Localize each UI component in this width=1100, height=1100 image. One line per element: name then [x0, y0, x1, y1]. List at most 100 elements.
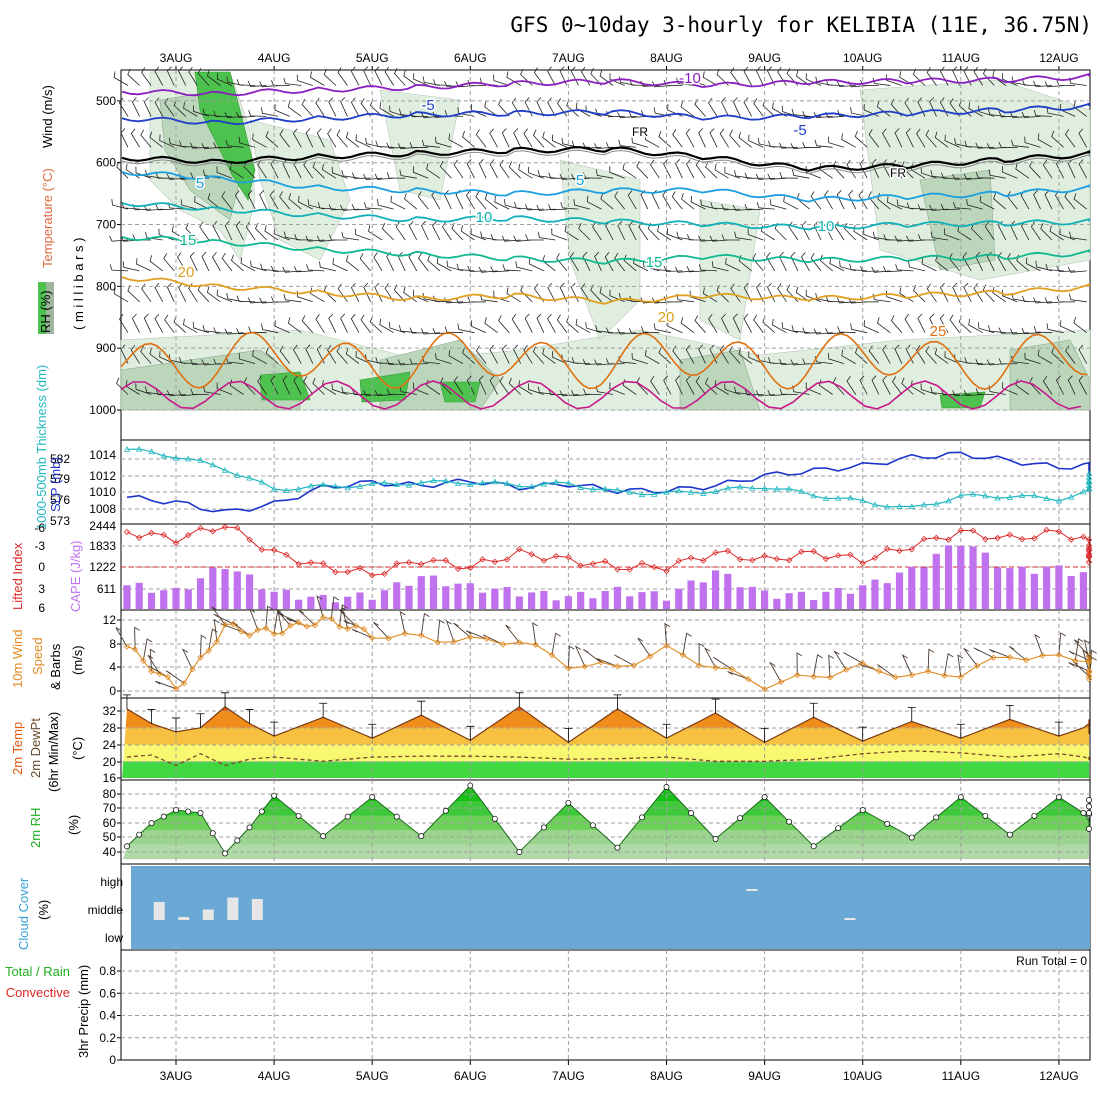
wind-barb	[180, 199, 198, 210]
wind-barb	[360, 98, 371, 117]
wind-barb	[651, 81, 671, 88]
wind-speed-marker	[990, 654, 997, 661]
wind-barb	[159, 350, 175, 364]
lifted-cape-axis: -6 -3 0 3 6 2444 1833 1222 611	[34, 519, 116, 615]
wind-barb	[1024, 352, 1041, 364]
wind-barb	[475, 129, 487, 148]
wind-speed-label: Speed	[30, 637, 45, 675]
wind-barb	[966, 198, 983, 210]
wind-barb	[805, 166, 822, 179]
bottom-date-label: 6AUG	[454, 1069, 487, 1083]
thickness-marker	[356, 483, 364, 489]
wind-barb	[499, 159, 510, 179]
wind-barb	[828, 352, 845, 364]
wind-barb	[435, 136, 452, 148]
temperature-contour	[121, 146, 1091, 172]
wind-barb	[113, 287, 129, 303]
lifted-index-marker	[172, 539, 180, 547]
top-date-label: 4AUG	[258, 51, 291, 65]
cape-bar	[491, 588, 499, 609]
wind-barb	[287, 317, 302, 334]
y-tick-label: 16	[103, 771, 117, 785]
wind-barb	[188, 66, 198, 86]
wind-barb	[364, 202, 383, 210]
wind-barb	[453, 376, 464, 395]
wind-barb	[465, 190, 475, 210]
wind-barb	[986, 251, 995, 272]
wind-barb	[609, 166, 625, 179]
wind-barb	[766, 252, 776, 272]
wind-barb	[671, 191, 683, 210]
wind-barb	[315, 314, 325, 333]
wind-barb	[448, 349, 464, 364]
wind-speed-marker	[1085, 668, 1093, 675]
temperature-minmax-bar	[1054, 721, 1063, 737]
lifted-index-marker	[785, 557, 793, 564]
lifted-index-marker	[1085, 552, 1093, 559]
wind-barb	[238, 136, 256, 148]
bottom-date-label: 8AUG	[650, 1069, 683, 1083]
wind-speed-marker	[548, 651, 556, 659]
lifted-index-marker	[614, 566, 621, 573]
wind-10m-barb	[858, 663, 880, 672]
wind-10m-barb	[1088, 656, 1097, 680]
wind-barb	[192, 105, 210, 117]
wind-barb	[542, 348, 556, 364]
wind-barb	[756, 282, 764, 302]
wind-10m-barb	[181, 648, 193, 670]
lifted-index-marker	[148, 529, 155, 537]
wind-10m-barb	[453, 622, 471, 638]
rh-marker	[884, 820, 891, 827]
wind-barb	[303, 159, 314, 179]
wind-barb	[872, 231, 891, 241]
wind-barb	[734, 170, 752, 179]
wind-barb	[939, 313, 949, 333]
wind-barb	[940, 204, 960, 211]
thickness-marker	[712, 488, 719, 494]
thickness-marker	[209, 461, 216, 468]
wind-barb	[708, 97, 718, 117]
wind-barb	[303, 376, 314, 395]
cape-label: CAPE (J/kg)	[68, 540, 83, 612]
cape-bar	[307, 596, 315, 609]
cape-bar	[147, 592, 156, 609]
wind-barb	[801, 252, 810, 272]
wind-barb	[523, 128, 533, 148]
wind-barb	[444, 326, 464, 334]
thickness-marker	[1018, 492, 1026, 499]
cape-bar	[380, 590, 389, 609]
thickness-marker	[700, 490, 707, 496]
wind-barb	[863, 228, 879, 241]
cape-bar	[417, 576, 425, 609]
wind-barb	[756, 66, 764, 86]
lifted-index-marker	[295, 561, 302, 568]
cloud-level-high: high	[100, 875, 123, 889]
wind-barb	[377, 199, 394, 210]
rh2m-unit-label: (%)	[66, 815, 81, 835]
cape-bar	[1030, 573, 1038, 609]
lifted-index-marker	[724, 547, 731, 555]
wind-barb	[466, 159, 475, 179]
wind-10m-barb	[682, 632, 692, 655]
wind-barb	[935, 255, 949, 272]
wind-barb	[571, 390, 591, 397]
wind-barb	[788, 221, 799, 241]
wind-barb	[190, 388, 209, 395]
wind-barb	[363, 173, 383, 180]
rh2m-label: 2m RH	[28, 808, 43, 848]
wind-barb	[312, 377, 325, 395]
cape-bar	[405, 585, 413, 609]
wind-10m-barb	[278, 612, 299, 623]
wind-barb	[130, 344, 140, 364]
wind-barb	[1060, 320, 1076, 334]
rh-mid-area	[1009, 339, 1091, 411]
rh-marker	[835, 825, 842, 832]
wind-barb	[979, 195, 995, 210]
wind-barb	[743, 66, 753, 86]
wind-barb	[1059, 228, 1076, 241]
lifted-index-line	[123, 523, 1093, 579]
precip-label: 3hr Precip (mm)	[76, 965, 91, 1058]
wind-barb	[968, 102, 983, 117]
lifted-index-marker	[896, 547, 903, 554]
